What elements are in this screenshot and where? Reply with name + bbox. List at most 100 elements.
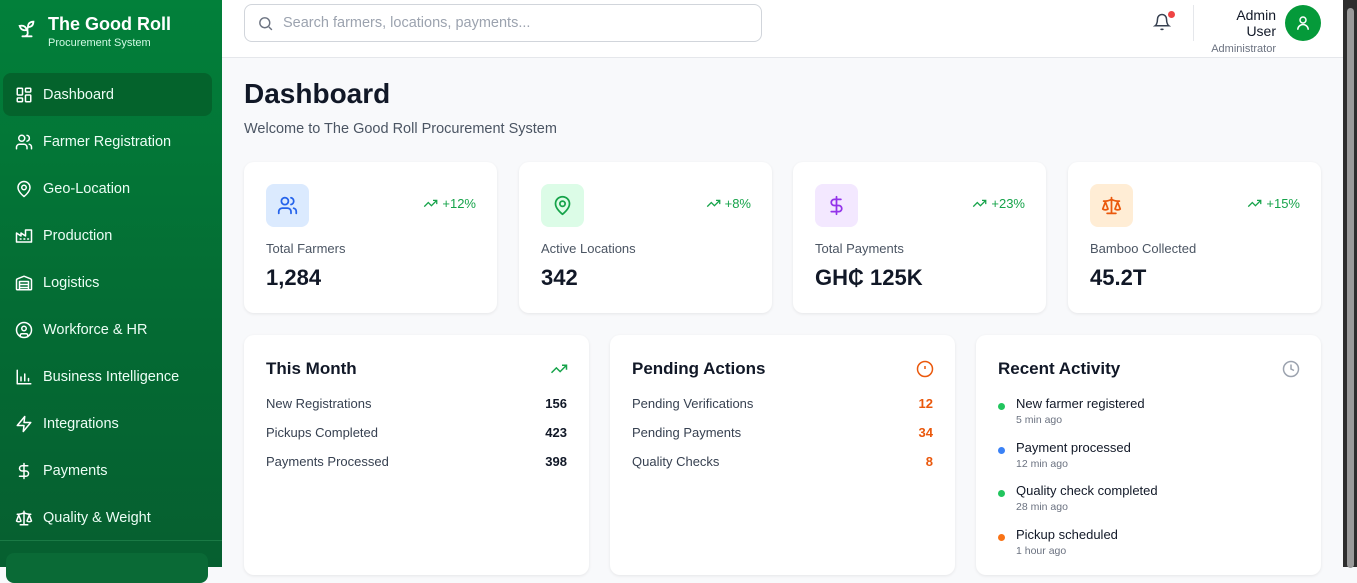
activity-time: 12 min ago bbox=[1016, 457, 1068, 470]
user-info[interactable]: Admin User Administrator bbox=[1208, 7, 1276, 55]
status-dot bbox=[998, 446, 1005, 454]
scale-icon bbox=[1101, 196, 1122, 215]
bell-icon[interactable] bbox=[1153, 12, 1171, 32]
scale-icon bbox=[15, 510, 33, 525]
stat-row: Pickups Completed 423 bbox=[266, 425, 567, 454]
activity-item: Pickup scheduled 1 hour ago bbox=[998, 527, 1158, 571]
activity-item: Payment processed 12 min ago bbox=[998, 440, 1158, 484]
avatar[interactable] bbox=[1285, 5, 1321, 41]
sidebar-item-quality-weight[interactable]: Quality & Weight bbox=[3, 496, 212, 539]
sidebar-item-label: Business Intelligence bbox=[43, 368, 180, 385]
zap-icon bbox=[16, 415, 32, 432]
stat-value: 342 bbox=[541, 265, 578, 290]
stat-card: +23% Total Payments GH₵ 125K bbox=[793, 162, 1046, 313]
sidebar-item-workforce-hr[interactable]: Workforce & HR bbox=[3, 308, 212, 351]
bar-chart-icon bbox=[16, 369, 32, 384]
stat-trend: +12% bbox=[423, 196, 476, 211]
sidebar-item-dashboard[interactable]: Dashboard bbox=[3, 73, 212, 116]
stat-icon-box bbox=[541, 184, 584, 227]
sidebar-item-label: Production bbox=[43, 227, 113, 244]
sidebar-item-label: Workforce & HR bbox=[43, 321, 148, 338]
sidebar-item-farmer-registration[interactable]: Farmer Registration bbox=[3, 120, 212, 163]
map-pin-icon bbox=[17, 180, 31, 197]
clock-icon bbox=[1282, 360, 1300, 378]
stat-row: Pending Payments 34 bbox=[632, 425, 933, 454]
sidebar-status-card bbox=[6, 553, 208, 583]
users-icon bbox=[15, 134, 33, 149]
sidebar-item-business-intelligence[interactable]: Business Intelligence bbox=[3, 355, 212, 398]
sidebar-item-label: Geo-Location bbox=[43, 180, 131, 197]
activity-title: New farmer registered bbox=[1016, 396, 1145, 411]
stat-label: Active Locations bbox=[541, 241, 636, 256]
stat-value: 1,284 bbox=[266, 265, 322, 290]
sidebar-nav: Dashboard Farmer Registration Geo-Location… bbox=[3, 73, 212, 543]
topbar: Search farmers, locations, payments... A… bbox=[222, 0, 1343, 58]
sidebar-item-production[interactable]: Production bbox=[3, 214, 212, 257]
factory-icon bbox=[15, 228, 33, 243]
sidebar: The Good Roll Procurement System Dashboa… bbox=[0, 0, 222, 583]
status-dot bbox=[998, 403, 1005, 410]
sidebar-item-label: Quality & Weight bbox=[43, 509, 151, 526]
row-label: New Registrations bbox=[266, 396, 372, 411]
panel-title: Pending Actions bbox=[632, 359, 766, 378]
row-label: Pending Verifications bbox=[632, 396, 754, 411]
panel-title: This Month bbox=[266, 359, 357, 378]
map-pin-icon bbox=[554, 195, 571, 216]
dollar-icon bbox=[830, 195, 843, 216]
sprout-icon bbox=[18, 20, 35, 38]
stat-card: +15% Bamboo Collected 45.2T bbox=[1068, 162, 1321, 313]
brand-subtitle: Procurement System bbox=[48, 37, 151, 49]
sidebar-item-logistics[interactable]: Logistics bbox=[3, 261, 212, 304]
brand-title: The Good Roll bbox=[48, 14, 171, 34]
sidebar-item-geo-location[interactable]: Geo-Location bbox=[3, 167, 212, 210]
stat-label: Bamboo Collected bbox=[1090, 241, 1197, 256]
trend-value: +8% bbox=[724, 196, 751, 211]
pending-actions-panel: Pending Actions Pending Verifications 12 P… bbox=[610, 335, 955, 575]
stat-value: GH₵ 125K bbox=[815, 265, 923, 290]
row-label: Payments Processed bbox=[266, 454, 389, 469]
stat-icon-box bbox=[266, 184, 309, 227]
stat-trend: +23% bbox=[972, 196, 1025, 211]
notification-badge bbox=[1168, 11, 1175, 18]
stat-card: +12% Total Farmers 1,284 bbox=[244, 162, 497, 313]
search-placeholder: Search farmers, locations, payments... bbox=[283, 15, 531, 31]
dollar-icon bbox=[18, 462, 30, 479]
users-icon bbox=[277, 196, 298, 215]
dashboard-icon bbox=[16, 87, 32, 102]
scrollbar-thumb[interactable] bbox=[1347, 8, 1354, 568]
status-dot bbox=[998, 490, 1005, 497]
sidebar-item-payments[interactable]: Payments bbox=[3, 449, 212, 492]
row-label: Quality Checks bbox=[632, 454, 720, 469]
stat-icon-box bbox=[815, 184, 858, 227]
stat-trend: +15% bbox=[1247, 196, 1300, 211]
sidebar-item-label: Logistics bbox=[43, 274, 100, 291]
search-input[interactable]: Search farmers, locations, payments... bbox=[244, 4, 762, 42]
status-dot bbox=[998, 533, 1005, 541]
sidebar-item-label: Dashboard bbox=[43, 86, 114, 103]
row-value: 423 bbox=[545, 425, 567, 440]
row-label: Pickups Completed bbox=[266, 425, 378, 440]
stat-row: Quality Checks 8 bbox=[632, 454, 933, 483]
panel-title: Recent Activity bbox=[998, 359, 1121, 378]
alert-circle-icon bbox=[916, 360, 934, 378]
stat-icon-box bbox=[1090, 184, 1133, 227]
user-name: Admin User bbox=[1236, 7, 1276, 39]
stat-row: New Registrations 156 bbox=[266, 396, 567, 425]
stat-row: Payments Processed 398 bbox=[266, 454, 567, 483]
row-value: 12 bbox=[918, 396, 933, 411]
sidebar-item-integrations[interactable]: Integrations bbox=[3, 402, 212, 445]
user-circle-icon bbox=[15, 321, 33, 338]
row-value: 8 bbox=[925, 454, 933, 469]
activity-title: Payment processed bbox=[1016, 439, 1131, 455]
sidebar-item-label: Farmer Registration bbox=[43, 133, 172, 150]
sidebar-item-label: Payments bbox=[43, 462, 108, 479]
warehouse-icon bbox=[15, 275, 33, 290]
trending-up-icon bbox=[1248, 199, 1262, 208]
activity-time: 28 min ago bbox=[1016, 501, 1068, 513]
trend-value: +12% bbox=[442, 196, 476, 211]
activity-item: New farmer registered 5 min ago bbox=[998, 396, 1158, 440]
stat-value: 45.2T bbox=[1090, 265, 1147, 290]
stat-row: Pending Verifications 12 bbox=[632, 396, 933, 425]
activity-title: Pickup scheduled bbox=[1016, 526, 1118, 542]
recent-activity-panel: Recent Activity New farmer registered 5 m… bbox=[976, 335, 1321, 575]
